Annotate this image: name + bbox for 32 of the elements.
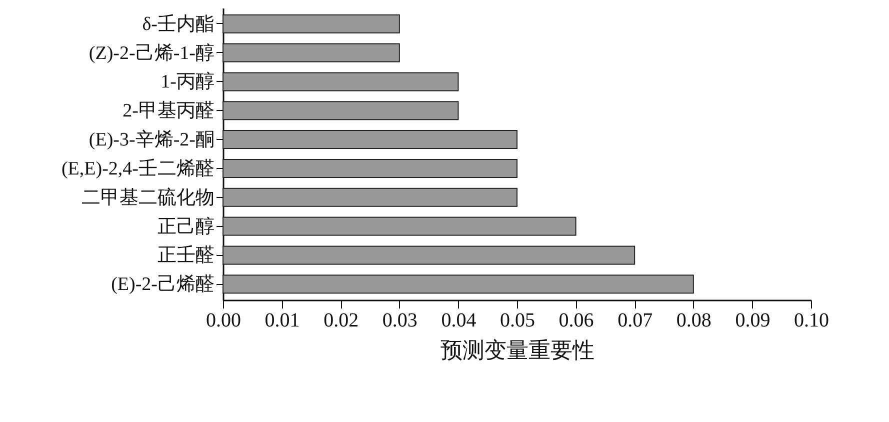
y-tick-label: 2-甲基丙醛 [122, 100, 214, 122]
x-tick-label: 0.05 [500, 310, 535, 332]
x-tick-label: 0.07 [618, 310, 653, 332]
bar [222, 101, 459, 120]
x-tick-label: 0.09 [735, 310, 770, 332]
x-tick-label: 0.02 [324, 310, 359, 332]
y-tick-label: (E)-3-辛烯-2-酮 [88, 128, 214, 151]
y-tick-label: 二甲基二硫化物 [82, 186, 214, 208]
x-tick-label: 0.08 [676, 310, 712, 332]
x-axis-title: 预测变量重要性 [440, 338, 594, 362]
bar [222, 158, 518, 178]
y-tick-label: 正壬醛 [158, 245, 214, 266]
bar [222, 188, 518, 207]
x-tick-label: 0.04 [441, 310, 476, 332]
bar [222, 246, 636, 265]
x-tick-label: 0.00 [206, 310, 241, 332]
bar [222, 274, 694, 294]
y-tick-label: (Z)-2-己烯-1-醇 [88, 42, 214, 64]
y-tick-label: δ-壬内酯 [142, 14, 214, 35]
bar [222, 72, 459, 92]
bar [222, 216, 576, 236]
x-tick-label: 0.06 [558, 310, 594, 332]
bar [222, 130, 518, 150]
bar [222, 43, 400, 62]
x-tick-label: 0.10 [794, 310, 829, 332]
y-tick-label: 1-丙醇 [160, 72, 214, 93]
y-tick-label: (E,E)-2,4-壬二烯醛 [61, 158, 214, 180]
x-tick-label: 0.03 [382, 310, 418, 332]
y-tick-label: (E)-2-己烯醛 [111, 274, 214, 296]
x-tick-label: 0.01 [264, 310, 300, 332]
bar [222, 14, 400, 34]
y-tick-label: 正己醇 [158, 216, 214, 238]
